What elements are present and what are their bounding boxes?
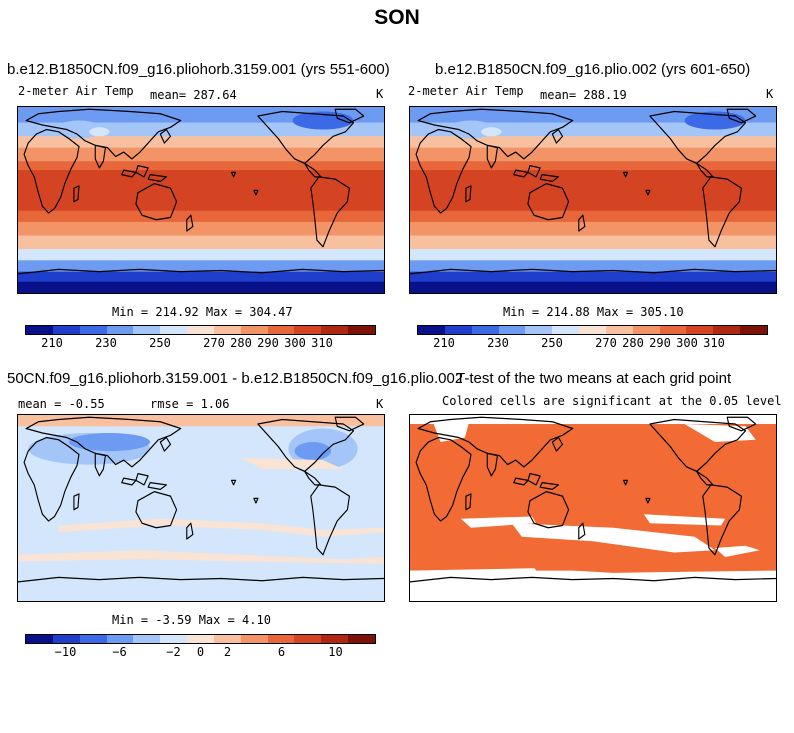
panel2-mean-label: mean= 288.19 [540, 88, 627, 102]
colorbar-swatch [160, 635, 188, 643]
colorbar-swatch [659, 326, 687, 334]
colorbar-tick-label: 2 [223, 645, 232, 659]
colorbar-swatch [106, 326, 134, 334]
colorbar-swatch [605, 326, 633, 334]
panel1-stats: Min = 214.92 Max = 304.47 [112, 305, 293, 319]
colorbar-tick-label: 280 [230, 336, 252, 350]
colorbar-tick-label: 310 [311, 336, 333, 350]
colorbar-swatch [632, 326, 660, 334]
colorbar-tick-label: 6 [277, 645, 286, 659]
panel3-mean-label: mean = -0.55 [18, 397, 105, 411]
colorbar-swatch [187, 635, 214, 643]
colorbar-swatch [713, 326, 741, 334]
colorbar-swatch [525, 326, 553, 334]
colorbar-swatch [444, 326, 472, 334]
colorbar-tick-label: 230 [487, 336, 509, 350]
colorbar-swatch [418, 326, 445, 334]
colorbar-swatch [240, 326, 268, 334]
colorbar-swatch [267, 635, 295, 643]
colorbar-swatch [471, 326, 499, 334]
panel3-unit-label: K [376, 397, 384, 411]
colorbar-tick-label: 270 [595, 336, 617, 350]
colorbar-swatch [240, 635, 268, 643]
colorbar-swatch [294, 635, 322, 643]
colorbar-swatch [79, 326, 107, 334]
panel2-colorbar-labels: 210 230 250 270 280 290 300 310 [417, 336, 768, 350]
colorbar-tick-label: 310 [703, 336, 725, 350]
panel2-map [409, 106, 777, 294]
colorbar-swatch [26, 326, 53, 334]
colorbar-swatch [79, 635, 107, 643]
colorbar-swatch [348, 326, 375, 334]
panel2-title: b.e12.B1850CN.f09_g16.plio.002 (yrs 601-… [435, 61, 751, 78]
colorbar-swatch [106, 635, 134, 643]
colorbar-tick-label: 10 [328, 645, 343, 659]
colorbar-tick-label: 300 [284, 336, 306, 350]
panel3-rmse-label: rmse = 1.06 [150, 397, 230, 411]
colorbar-tick-label: 210 [41, 336, 63, 350]
colorbar-tick-label: 280 [622, 336, 644, 350]
panel1-map [17, 106, 385, 294]
panel2-unit-label: K [766, 87, 774, 101]
colorbar-swatch [740, 326, 767, 334]
colorbar-tick-label: 0 [196, 645, 205, 659]
colorbar-tick-label: 290 [257, 336, 279, 350]
colorbar-swatch [133, 635, 161, 643]
panel3-colorbar-labels: −10 −6 −2 0 2 6 10 [25, 645, 376, 659]
colorbar-swatch [26, 635, 53, 643]
colorbar-swatch [498, 326, 526, 334]
colorbar-swatch [348, 635, 375, 643]
colorbar-tick-label: −10 [54, 645, 77, 659]
panel1-title: b.e12.B1850CN.f09_g16.pliohorb.3159.001 … [7, 61, 390, 78]
panel3-map [17, 414, 385, 602]
colorbar-tick-label: 270 [203, 336, 225, 350]
figure-title: SON [374, 6, 420, 29]
colorbar-swatch [213, 635, 241, 643]
colorbar-swatch [267, 326, 295, 334]
colorbar-tick-label: 250 [149, 336, 171, 350]
colorbar-swatch [321, 326, 349, 334]
panel3-title: 50CN.f09_g16.pliohorb.3159.001 - b.e12.B… [7, 370, 462, 387]
panel4-subtitle: Colored cells are significant at the 0.0… [442, 394, 782, 408]
panel4-title: T-test of the two means at each grid poi… [456, 370, 732, 387]
colorbar-swatch [133, 326, 161, 334]
colorbar-tick-label: 230 [95, 336, 117, 350]
colorbar-swatch [579, 326, 606, 334]
colorbar-tick-label: 290 [649, 336, 671, 350]
panel2-stats: Min = 214.88 Max = 305.10 [503, 305, 684, 319]
colorbar-swatch [213, 326, 241, 334]
panel2-colorbar [417, 325, 768, 335]
colorbar-swatch [187, 326, 214, 334]
panel1-unit-label: K [376, 87, 384, 101]
panel1-variable-label: 2-meter Air Temp [18, 84, 134, 98]
colorbar-swatch [160, 326, 188, 334]
colorbar-swatch [52, 326, 80, 334]
panel3-colorbar [25, 634, 376, 644]
panel1-colorbar-labels: 210 230 250 270 280 290 300 310 [25, 336, 376, 350]
colorbar-tick-label: 300 [676, 336, 698, 350]
panel1-mean-label: mean= 287.64 [150, 88, 237, 102]
colorbar-swatch [294, 326, 322, 334]
colorbar-swatch [552, 326, 580, 334]
panel1-colorbar [25, 325, 376, 335]
colorbar-tick-label: −6 [112, 645, 127, 659]
colorbar-swatch [321, 635, 349, 643]
panel2-variable-label: 2-meter Air Temp [408, 84, 524, 98]
colorbar-tick-label: −2 [166, 645, 181, 659]
colorbar-tick-label: 210 [433, 336, 455, 350]
colorbar-swatch [52, 635, 80, 643]
panel3-stats: Min = -3.59 Max = 4.10 [112, 613, 271, 627]
panel4-map [409, 414, 777, 602]
colorbar-swatch [686, 326, 714, 334]
colorbar-tick-label: 250 [541, 336, 563, 350]
